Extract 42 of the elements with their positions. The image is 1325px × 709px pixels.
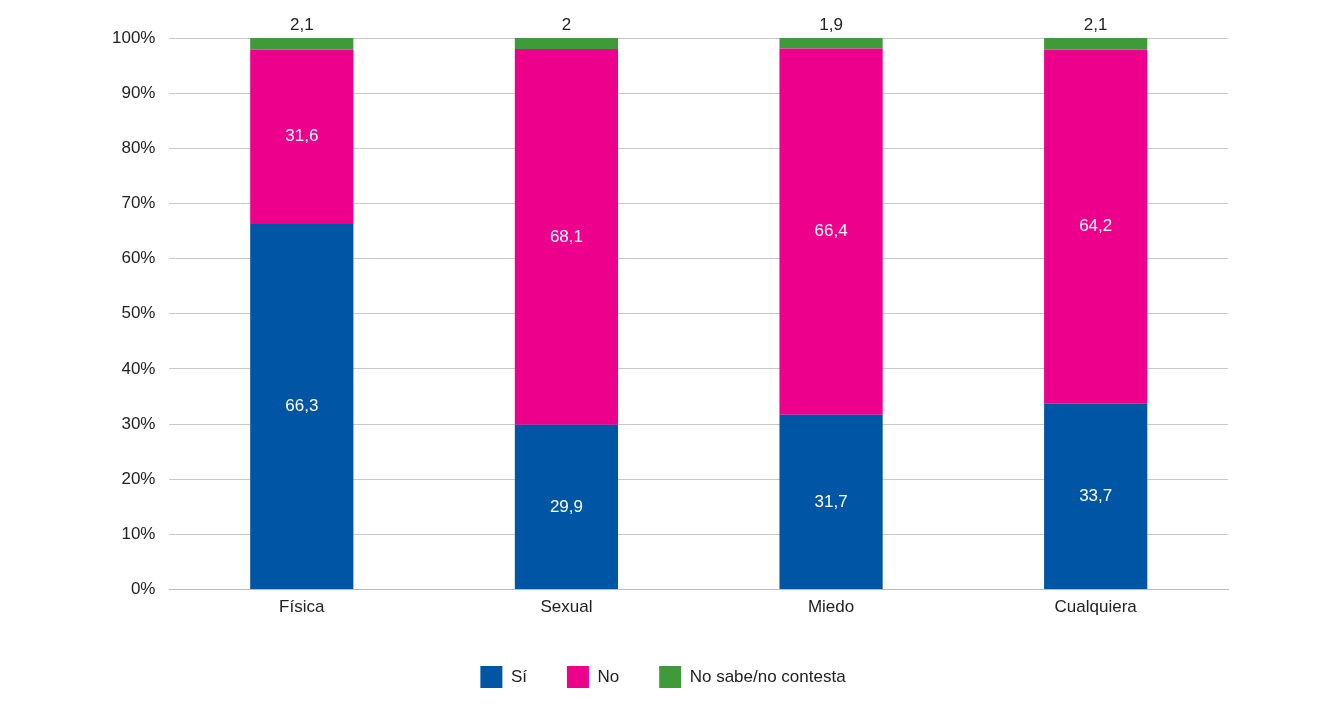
bar	[1044, 49, 1148, 404]
y-tick-label: 90%	[121, 82, 156, 102]
data-label: 68,1	[549, 226, 583, 246]
y-tick-label: 80%	[121, 138, 156, 158]
data-label: 2,1	[289, 15, 314, 35]
x-tick-label: Cualquiera	[1054, 597, 1138, 617]
legend-label: No	[597, 666, 620, 686]
data-label: 31,6	[285, 126, 319, 146]
legend-label: No sabe/no contesta	[689, 666, 847, 686]
data-label: 31,7	[814, 491, 848, 511]
y-tick-label: 100%	[112, 27, 156, 47]
y-tick-label: 70%	[121, 193, 156, 213]
y-tick-label: 10%	[121, 524, 156, 544]
bar	[250, 223, 354, 590]
bar	[250, 38, 354, 50]
y-tick-label: 30%	[121, 413, 156, 433]
bar	[1044, 403, 1148, 590]
data-label: 66,4	[814, 221, 848, 241]
bar	[779, 48, 883, 415]
x-tick-label: Sexual	[540, 597, 593, 617]
y-tick-label: 50%	[121, 303, 156, 323]
bar	[1044, 38, 1148, 50]
legend-label: Sí	[510, 666, 528, 686]
data-label: 64,2	[1079, 216, 1113, 236]
y-tick-label: 60%	[121, 248, 156, 268]
data-label: 33,7	[1079, 486, 1113, 506]
x-tick-label: Miedo	[807, 597, 855, 617]
bar	[514, 49, 619, 425]
data-label: 2,1	[1083, 15, 1108, 35]
x-tick-label: Física	[279, 597, 326, 617]
data-label: 29,9	[549, 496, 583, 516]
bar	[779, 414, 883, 590]
bar	[514, 424, 619, 590]
bar	[779, 38, 883, 49]
y-tick-label: 0%	[130, 579, 156, 599]
bar	[514, 38, 619, 50]
data-label: 2	[561, 15, 572, 35]
y-tick-label: 20%	[121, 468, 156, 488]
y-tick-label: 40%	[121, 358, 156, 378]
bar	[250, 49, 354, 224]
data-label: 1,9	[819, 15, 843, 35]
data-label: 66,3	[285, 396, 319, 416]
